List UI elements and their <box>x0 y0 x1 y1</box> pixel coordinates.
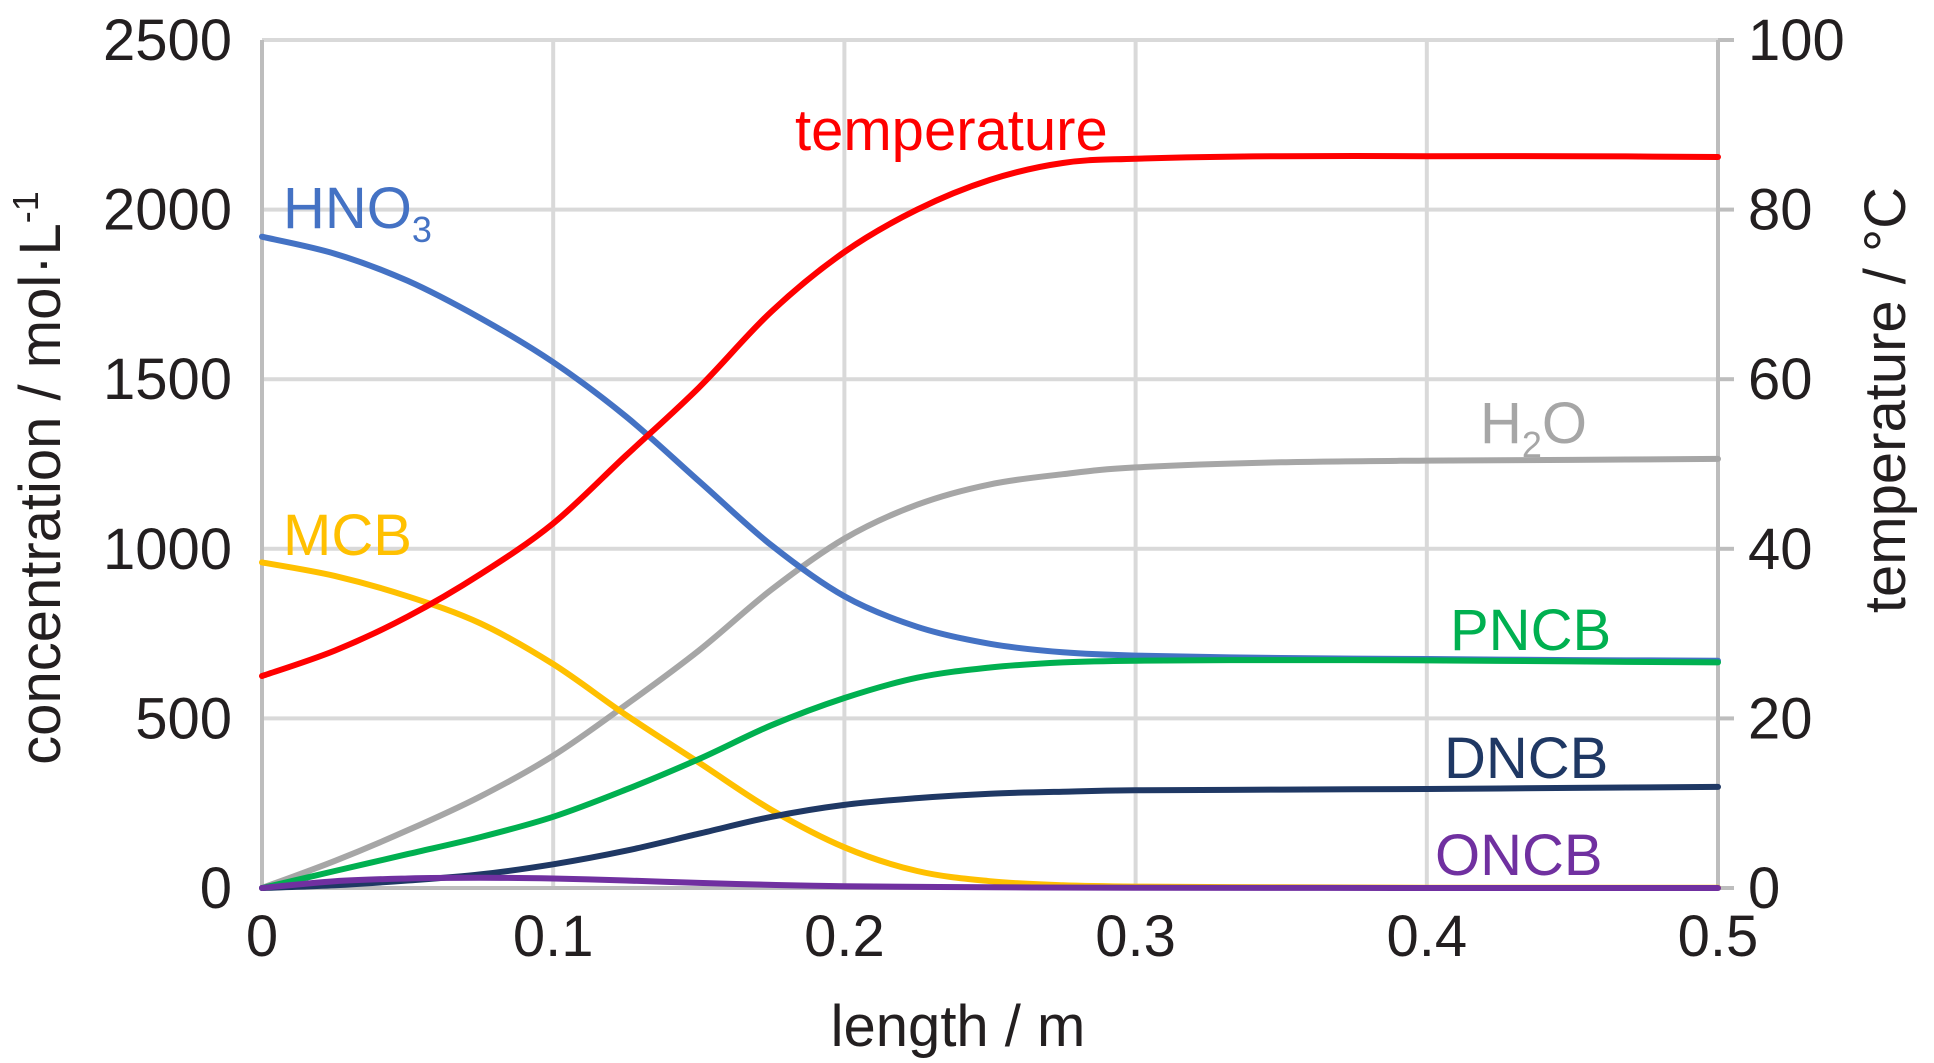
series-label-main: HNO <box>283 176 412 241</box>
y2-axis-title: temperature / °C <box>1853 187 1918 613</box>
series-line-oncb <box>259 874 1721 892</box>
series-line-pncb <box>259 657 1721 891</box>
y2-tick-label: 40 <box>1748 517 1813 582</box>
series-label-hno3: HNO3 <box>283 176 432 250</box>
y2-tick-label: 100 <box>1748 8 1845 73</box>
y-tick-label: 500 <box>135 686 232 751</box>
y-axis-title: concentration / mol·L-1 <box>5 191 73 765</box>
x-tick-label: 0.4 <box>1386 904 1467 969</box>
tick-labels: 0 0.1 0.2 0.3 0.4 0.5050010001500200025000204… <box>103 8 1845 969</box>
x-tick-label: 0 <box>246 904 278 969</box>
series-label-mcb: MCB <box>283 503 412 568</box>
series-label-h2o: H2O <box>1480 391 1587 465</box>
y-tick-label: 2500 <box>103 8 232 73</box>
x-tick-label: 0.5 <box>1678 904 1759 969</box>
y2-tick-label: 0 <box>1748 856 1780 921</box>
y-tick-label: 1000 <box>103 517 232 582</box>
series-label-suffix: O <box>1542 391 1587 456</box>
y-tick-label: 0 <box>200 856 232 921</box>
series-labels: HNO3 MCB temperature H2O PNCB DNCB ONCB <box>283 98 1611 888</box>
series-label-temperature: temperature <box>795 98 1108 163</box>
series-line-temperature <box>259 153 1721 679</box>
series-label-oncb: ONCB <box>1435 823 1603 888</box>
series-label-main: MCB <box>283 503 412 568</box>
y-axis-title-superscript: -1 <box>5 191 46 223</box>
series-label-main: ONCB <box>1435 823 1603 888</box>
x-tick-label: 0.1 <box>513 904 594 969</box>
x-tick-label: 0.3 <box>1095 904 1176 969</box>
y-axis-title-text: concentration / mol·L <box>8 223 73 765</box>
series-line-h2o <box>259 455 1721 891</box>
y2-tick-label: 60 <box>1748 347 1813 412</box>
series-label-pncb: PNCB <box>1450 598 1611 663</box>
series-label-main: H <box>1480 391 1522 456</box>
series-label-main: DNCB <box>1444 726 1608 791</box>
series-label-subscript: 2 <box>1522 424 1542 465</box>
x-tick-label: 0.2 <box>804 904 885 969</box>
series-label-subscript: 3 <box>412 209 432 250</box>
y-tick-label: 2000 <box>103 178 232 243</box>
y2-tick-label: 20 <box>1748 686 1813 751</box>
y-tick-label: 1500 <box>103 347 232 412</box>
series-line-dncb <box>259 783 1721 891</box>
series-label-main: temperature <box>795 98 1108 163</box>
x-axis-title: length / m <box>831 994 1086 1059</box>
series-lines <box>259 153 1721 892</box>
y2-tick-label: 80 <box>1748 178 1813 243</box>
series-label-main: PNCB <box>1450 598 1611 663</box>
series-label-dncb: DNCB <box>1444 726 1608 791</box>
